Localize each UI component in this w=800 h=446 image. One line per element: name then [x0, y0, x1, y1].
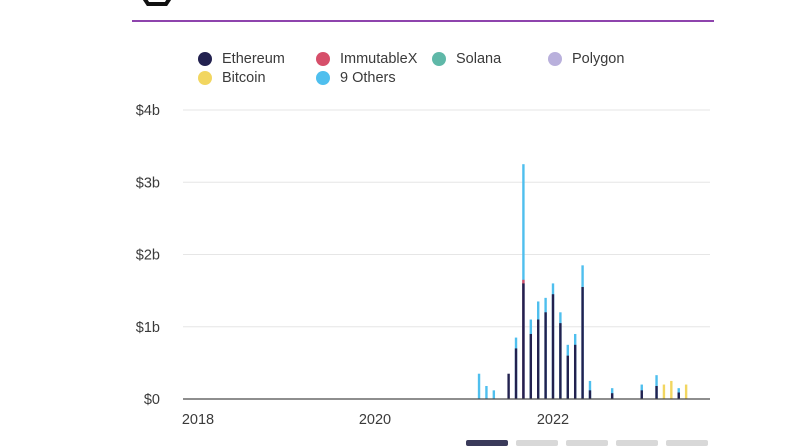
bar-bitcoin [670, 380, 673, 399]
legend-label: ImmutableX [340, 51, 418, 67]
bar-ethereum [610, 393, 614, 399]
bar-ethereum [581, 287, 584, 399]
bar-9-others [477, 373, 481, 399]
bar-ethereum [655, 385, 658, 399]
bar-ethereum [677, 392, 680, 399]
y-tick-label: $0 [144, 392, 160, 408]
legend-label: Solana [456, 51, 502, 67]
bar-ethereum [551, 294, 555, 399]
bar-ethereum [566, 355, 569, 399]
legend-swatch [432, 52, 446, 66]
footer-tab[interactable] [466, 440, 508, 446]
bar-9-others [485, 385, 488, 399]
y-tick-label: $2b [136, 248, 160, 264]
legend-item-bitcoin[interactable]: Bitcoin [198, 70, 266, 86]
bar-ethereum [507, 373, 510, 399]
legend-swatch [316, 52, 330, 66]
legend-item-ethereum[interactable]: Ethereum [198, 51, 285, 67]
footer-tab[interactable] [666, 440, 708, 446]
bar-ethereum [544, 312, 547, 399]
bar-ethereum [529, 333, 533, 399]
bar-bitcoin [662, 384, 666, 399]
chart-legend: Ethereum ImmutableX Solana Polygon Bitco… [198, 51, 678, 91]
legend-label: Bitcoin [222, 70, 266, 86]
bar-ethereum [559, 323, 562, 399]
logo-icon [142, 0, 172, 6]
legend-item-polygon[interactable]: Polygon [548, 51, 624, 67]
bar-9-others [588, 380, 592, 399]
header-divider [132, 20, 714, 22]
bar-ethereum [588, 390, 592, 399]
bar-9-others [492, 390, 496, 399]
y-tick-label: $4b [136, 103, 160, 119]
bar-ethereum [522, 283, 525, 399]
legend-label: 9 Others [340, 70, 396, 86]
legend-item-solana[interactable]: Solana [432, 51, 501, 67]
legend-swatch [198, 52, 212, 66]
bar-ethereum [537, 319, 540, 399]
legend-item-immutablex[interactable]: ImmutableX [316, 51, 417, 67]
legend-swatch [316, 71, 330, 85]
bar-bitcoin [684, 384, 688, 399]
legend-swatch [198, 71, 212, 85]
footer-tab[interactable] [616, 440, 658, 446]
legend-label: Polygon [572, 51, 625, 67]
x-tick-label: 2018 [182, 412, 214, 428]
y-tick-label: $1b [136, 320, 160, 336]
y-tick-label: $3b [136, 175, 160, 191]
legend-label: Ethereum [222, 51, 285, 67]
legend-swatch [548, 52, 562, 66]
bar-ethereum [514, 348, 518, 399]
bar-ethereum [573, 344, 577, 399]
x-tick-label: 2022 [537, 412, 569, 428]
legend-item-others[interactable]: 9 Others [316, 70, 396, 86]
bar-ethereum [640, 390, 643, 399]
footer-tab[interactable] [566, 440, 608, 446]
footer-tab[interactable] [516, 440, 558, 446]
x-tick-label: 2020 [359, 412, 391, 428]
